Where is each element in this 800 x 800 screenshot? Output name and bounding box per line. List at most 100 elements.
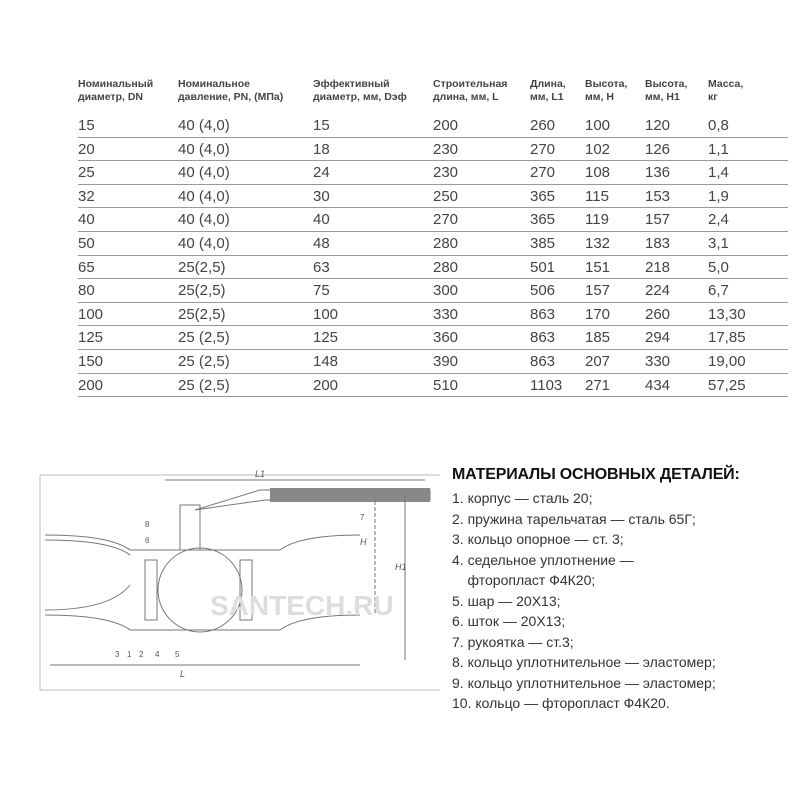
table-cell: 183 xyxy=(645,234,671,252)
table-cell: 270 xyxy=(433,211,459,229)
watermark: SANTECH.RU xyxy=(210,590,394,621)
table-cell: 25 (2,5) xyxy=(178,329,230,347)
table-cell: 170 xyxy=(585,305,611,323)
table-cell: 153 xyxy=(645,187,671,205)
table-cell: 330 xyxy=(645,352,671,370)
table-cell: 157 xyxy=(585,282,611,300)
table-cell: 40 (4,0) xyxy=(178,140,230,158)
label-h1: H1 xyxy=(395,562,407,572)
table-cell: 330 xyxy=(433,305,459,323)
table-cell: 115 xyxy=(585,187,609,205)
table-row: 125 25 (2,5) 125 360 863 185 294 17,85 xyxy=(78,326,788,350)
material-item: 2. пружина тарельчатая — сталь 65Г; xyxy=(452,510,696,527)
table-cell: 120 xyxy=(645,117,671,134)
pipe-outline xyxy=(44,539,361,631)
label-l1: L1 xyxy=(255,469,265,479)
table-cell: 19,00 xyxy=(708,352,746,370)
table-row: 25 40 (4,0) 24 230 270 108 136 1,4 xyxy=(78,161,788,185)
materials-section: МАТЕРИАЛЫ ОСНОВНЫХ ДЕТАЛЕЙ: 1. корпус — … xyxy=(452,466,740,714)
table-cell: 2,4 xyxy=(708,211,729,229)
table-cell: 863 xyxy=(530,329,556,347)
table-cell: 280 xyxy=(433,258,459,276)
table-cell: 150 xyxy=(78,352,104,370)
table-cell: 65 xyxy=(78,258,95,276)
table-cell: 48 xyxy=(313,234,330,252)
table-cell: 17,85 xyxy=(708,329,746,347)
table-row: 40 40 (4,0) 40 270 365 119 157 2,4 xyxy=(78,208,788,232)
table-cell: 280 xyxy=(433,234,459,252)
table-cell: 24 xyxy=(313,164,330,182)
table-cell: 15 xyxy=(78,117,95,134)
table-cell: 434 xyxy=(645,376,671,394)
table-cell: 1103 xyxy=(530,376,563,394)
header-l: Строительная длина, мм, L xyxy=(433,78,508,103)
table-cell: 1,1 xyxy=(708,140,729,158)
table-cell: 294 xyxy=(645,329,671,347)
table-cell: 1,4 xyxy=(708,164,729,182)
table-cell: 300 xyxy=(433,282,459,300)
seat-left xyxy=(144,559,158,621)
table-cell: 5,0 xyxy=(708,258,729,276)
specs-table: Номинальный диаметр, DN Номинальное давл… xyxy=(78,78,788,398)
table-row: 65 25(2,5) 63 280 501 151 218 5,0 xyxy=(78,256,788,280)
table-cell: 25 (2,5) xyxy=(178,376,230,394)
label-l: L xyxy=(180,669,185,679)
material-item: 1. корпус — сталь 20; xyxy=(452,490,593,506)
table-cell: 132 xyxy=(585,234,611,252)
table-cell: 40 (4,0) xyxy=(178,234,230,252)
part-label: 3 xyxy=(115,650,120,659)
material-item: 10. кольцо — фторопласт Ф4К20. xyxy=(452,695,670,711)
table-cell: 102 xyxy=(585,140,611,158)
table-cell: 6,7 xyxy=(708,282,729,300)
table-cell: 25(2,5) xyxy=(178,282,226,300)
material-item: 8. кольцо уплотнительное — эластомер; xyxy=(452,654,716,670)
table-cell: 18 xyxy=(313,140,330,158)
table-cell: 506 xyxy=(530,282,556,300)
table-cell: 260 xyxy=(645,305,671,323)
table-cell: 3,1 xyxy=(708,234,729,252)
stem xyxy=(179,504,201,551)
table-cell: 157 xyxy=(645,211,671,229)
table-cell: 270 xyxy=(530,140,556,158)
part-label: 2 xyxy=(139,650,144,659)
table-cell: 80 xyxy=(78,282,95,300)
table-cell: 230 xyxy=(433,140,459,158)
header-dn: Номинальный диаметр, DN xyxy=(78,78,154,103)
table-cell: 136 xyxy=(645,164,671,182)
part-label: 7 xyxy=(360,513,365,522)
table-cell: 218 xyxy=(645,258,671,276)
table-row: 15 40 (4,0) 15 200 260 100 120 0,8 xyxy=(78,114,788,138)
header-pn: Номинальное давление, PN, (МПа) xyxy=(178,78,284,103)
table-cell: 25 xyxy=(78,164,95,182)
table-row: 80 25(2,5) 75 300 506 157 224 6,7 xyxy=(78,279,788,303)
table-cell: 260 xyxy=(530,117,556,134)
table-cell: 119 xyxy=(585,211,609,229)
part-label: 5 xyxy=(175,650,180,659)
table-row: 100 25(2,5) 100 330 863 170 260 13,30 xyxy=(78,303,788,327)
table-cell: 100 xyxy=(313,305,339,323)
table-cell: 40 (4,0) xyxy=(178,117,230,134)
table-cell: 25(2,5) xyxy=(178,305,226,323)
table-cell: 360 xyxy=(433,329,459,347)
table-cell: 25 (2,5) xyxy=(178,352,230,370)
material-item: 5. шар — 20Х13; xyxy=(452,592,561,609)
table-cell: 1,9 xyxy=(708,187,729,205)
table-row: 50 40 (4,0) 48 280 385 132 183 3,1 xyxy=(78,232,788,256)
table-cell: 100 xyxy=(585,117,611,134)
material-item: 7. рукоятка — ст.3; xyxy=(452,633,574,650)
table-cell: 207 xyxy=(585,352,611,370)
material-item: 3. кольцо опорное — ст. 3; xyxy=(452,531,624,547)
table-cell: 125 xyxy=(78,329,104,347)
table-row: 20 40 (4,0) 18 230 270 102 126 1,1 xyxy=(78,138,788,162)
table-cell: 224 xyxy=(645,282,671,300)
table-cell: 100 xyxy=(78,305,104,323)
seat-right xyxy=(239,559,253,621)
table-cell: 40 (4,0) xyxy=(178,164,230,182)
table-header: Номинальный диаметр, DN Номинальное давл… xyxy=(78,78,788,114)
table-cell: 13,30 xyxy=(708,305,746,323)
header-mass: Масса, кг xyxy=(708,78,744,103)
header-h1: Высота, мм, H1 xyxy=(645,78,688,103)
pipe-outline xyxy=(44,534,361,611)
table-cell: 148 xyxy=(313,352,339,370)
valve-drawing: L1 H H1 L 7 8 6 3 1 2 4 5 SANTECH.RU xyxy=(39,469,440,691)
